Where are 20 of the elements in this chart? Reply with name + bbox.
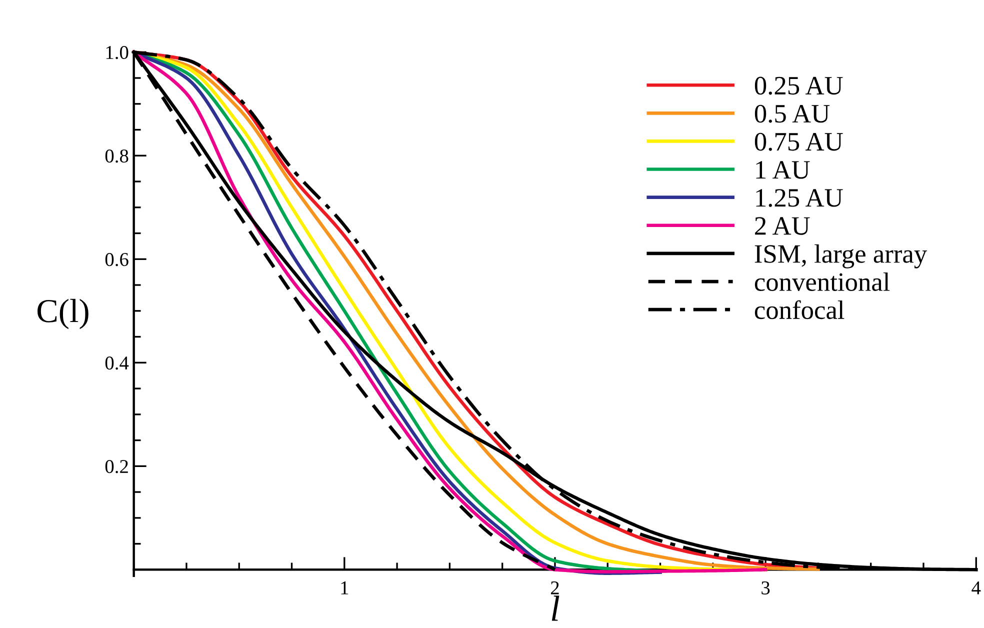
legend-label: 0.75 AU (754, 132, 843, 151)
x-tick-label: 3 (762, 581, 770, 594)
legend-label: 0.5 AU (754, 104, 830, 123)
legend-label: confocal (754, 300, 844, 320)
x-axis-title: l (552, 596, 560, 621)
legend-label: 1.25 AU (756, 189, 843, 207)
legend-label: ISM, large array (754, 244, 928, 268)
legend-label: 1 AU (756, 161, 810, 179)
x-tick-label: 4 (972, 581, 981, 594)
y-tick-label: 1.0 (106, 46, 128, 60)
y-tick-label: 0.8 (105, 149, 128, 163)
y-tick-label: 0.2 (105, 460, 128, 474)
y-tick-label: 0.4 (105, 356, 129, 370)
y-tick-label: 0.6 (105, 252, 128, 266)
legend-label: conventional (754, 272, 890, 292)
legend-label: 0.25 AU (754, 76, 843, 95)
y-axis-title: C(l) (38, 298, 88, 330)
legend-label: 2 AU (755, 217, 810, 235)
x-tick-label: 1 (341, 581, 348, 594)
x-tick-label: 2 (550, 581, 559, 594)
